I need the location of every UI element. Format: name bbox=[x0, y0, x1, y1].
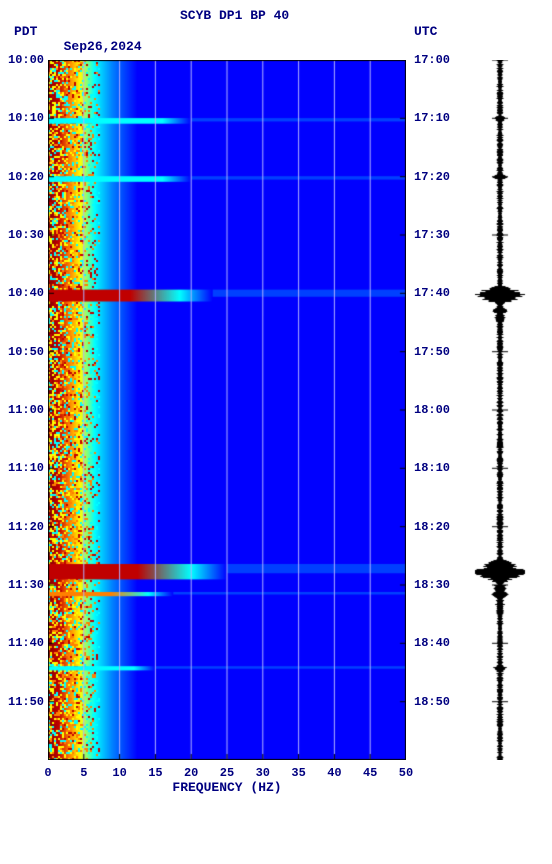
x-tick-label: 40 bbox=[327, 766, 341, 780]
y-left-tick-label: 10:40 bbox=[8, 286, 44, 300]
x-tick-label: 15 bbox=[148, 766, 162, 780]
y-right-tick-label: 17:40 bbox=[414, 286, 450, 300]
y-right-tick-label: 17:50 bbox=[414, 345, 450, 359]
date-label: Sep26,2024 bbox=[64, 39, 142, 54]
seismic-trace-plot bbox=[470, 60, 530, 760]
y-left-tick-label: 10:20 bbox=[8, 170, 44, 184]
y-right-tick-label: 18:10 bbox=[414, 461, 450, 475]
x-tick-label: 10 bbox=[112, 766, 126, 780]
y-right-tick-label: 17:20 bbox=[414, 170, 450, 184]
y-left-tick-label: 11:30 bbox=[8, 578, 44, 592]
x-tick-label: 5 bbox=[80, 766, 87, 780]
y-left-tick-label: 10:10 bbox=[8, 111, 44, 125]
y-left-tick-label: 11:20 bbox=[8, 520, 44, 534]
x-tick-label: 50 bbox=[399, 766, 413, 780]
y-left-tick-label: 10:00 bbox=[8, 53, 44, 67]
x-tick-label: 25 bbox=[220, 766, 234, 780]
y-right-tick-label: 18:50 bbox=[414, 695, 450, 709]
y-left-tick-label: 11:40 bbox=[8, 636, 44, 650]
y-right-tick-label: 18:40 bbox=[414, 636, 450, 650]
y-left-tick-label: 10:30 bbox=[8, 228, 44, 242]
chart-title-line1: SCYB DP1 BP 40 bbox=[180, 8, 289, 23]
timezone-right-label: UTC bbox=[414, 24, 437, 39]
y-right-tick-label: 17:10 bbox=[414, 111, 450, 125]
y-right-tick-label: 18:00 bbox=[414, 403, 450, 417]
x-axis-title: FREQUENCY (HZ) bbox=[172, 780, 281, 795]
x-tick-label: 45 bbox=[363, 766, 377, 780]
y-right-tick-label: 18:20 bbox=[414, 520, 450, 534]
x-tick-label: 35 bbox=[291, 766, 305, 780]
y-right-tick-label: 17:00 bbox=[414, 53, 450, 67]
y-left-tick-label: 11:10 bbox=[8, 461, 44, 475]
y-right-tick-label: 17:30 bbox=[414, 228, 450, 242]
x-tick-label: 0 bbox=[44, 766, 51, 780]
y-left-tick-label: 11:50 bbox=[8, 695, 44, 709]
y-left-tick-label: 10:50 bbox=[8, 345, 44, 359]
x-tick-label: 30 bbox=[256, 766, 270, 780]
timezone-left-label: PDT bbox=[14, 24, 37, 39]
x-tick-label: 20 bbox=[184, 766, 198, 780]
y-left-tick-label: 11:00 bbox=[8, 403, 44, 417]
spectrogram-plot bbox=[48, 60, 406, 760]
y-right-tick-label: 18:30 bbox=[414, 578, 450, 592]
